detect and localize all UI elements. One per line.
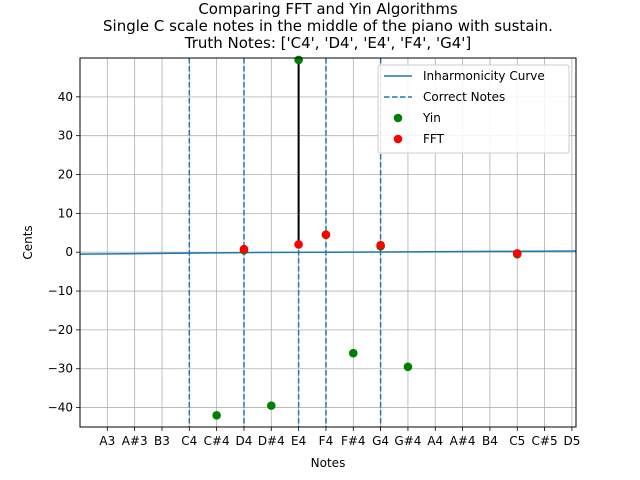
x-tick-label: E4 <box>291 434 306 448</box>
legend-label: Inharmonicity Curve <box>423 69 545 83</box>
yin-point <box>348 348 358 358</box>
y-tick-label: −20 <box>48 323 73 337</box>
fft-point <box>294 240 303 249</box>
y-tick-label: −40 <box>48 401 73 415</box>
x-tick-label: C#4 <box>204 434 230 448</box>
chart-title-line: Single C scale notes in the middle of th… <box>103 17 553 35</box>
x-tick-label: C#5 <box>532 434 558 448</box>
x-tick-label: B4 <box>482 434 498 448</box>
chart-title-line: Truth Notes: ['C4', 'D4', 'E4', 'F4', 'G… <box>184 34 472 52</box>
x-tick-label: D#4 <box>258 434 285 448</box>
y-tick-label: 10 <box>58 206 73 220</box>
legend: Inharmonicity Curve Correct Notes Yin FFT <box>377 64 570 154</box>
x-tick-label: F4 <box>319 434 334 448</box>
chart-title-line: Comparing FFT and Yin Algorithms <box>198 0 458 18</box>
x-tick-label: A#3 <box>122 434 148 448</box>
legend-swatch-dot <box>393 113 403 123</box>
fft-point <box>512 249 522 258</box>
x-tick-label: A4 <box>427 434 443 448</box>
legend-box <box>377 64 570 154</box>
x-axis-label: Notes <box>311 456 346 470</box>
y-axis-label: Cents <box>21 225 35 259</box>
yin-point <box>212 411 221 420</box>
yin-point <box>266 401 276 410</box>
yin-point <box>403 362 413 372</box>
x-tick-label: C5 <box>509 434 525 448</box>
legend-label: Yin <box>422 111 441 125</box>
plot-frame <box>79 57 577 428</box>
x-tick-label: B3 <box>154 434 170 448</box>
y-tick-label: 30 <box>58 129 73 143</box>
fft-point <box>376 240 385 250</box>
y-tick-label: −30 <box>48 362 73 376</box>
x-tick-label: C4 <box>181 434 197 448</box>
fft-point <box>321 230 331 240</box>
inharmonicity-curve <box>79 250 577 255</box>
y-tick-label: 40 <box>58 90 73 104</box>
x-tick-label: G4 <box>372 434 389 448</box>
legend-swatch-dot <box>393 134 403 144</box>
x-tick-label: A3 <box>99 434 115 448</box>
x-tick-label: A#4 <box>450 434 476 448</box>
fft-point <box>239 244 249 254</box>
y-ticks: −40 −30 −20 −10 0 10 20 30 40 <box>48 90 80 415</box>
correct-notes-lines <box>188 58 382 427</box>
y-tick-label: 0 <box>65 245 73 259</box>
y-tick-label: 20 <box>58 168 73 182</box>
legend-label: FFT <box>423 132 445 146</box>
inharmonicity-curve-line <box>79 250 577 255</box>
x-tick-label: G#4 <box>394 434 421 448</box>
x-tick-label: D5 <box>563 434 580 448</box>
y-tick-label: −10 <box>48 284 73 298</box>
legend-label: Correct Notes <box>423 90 505 104</box>
x-tick-label: D4 <box>236 434 253 448</box>
yin-point <box>294 55 303 65</box>
x-tick-label: F#4 <box>341 434 366 448</box>
x-ticks: A3 A#3 B3 C4 C#4 D4 D#4 E4 F4 F#4 G4 G#4 A4 A#4 B4 C5 C#… <box>99 427 580 448</box>
